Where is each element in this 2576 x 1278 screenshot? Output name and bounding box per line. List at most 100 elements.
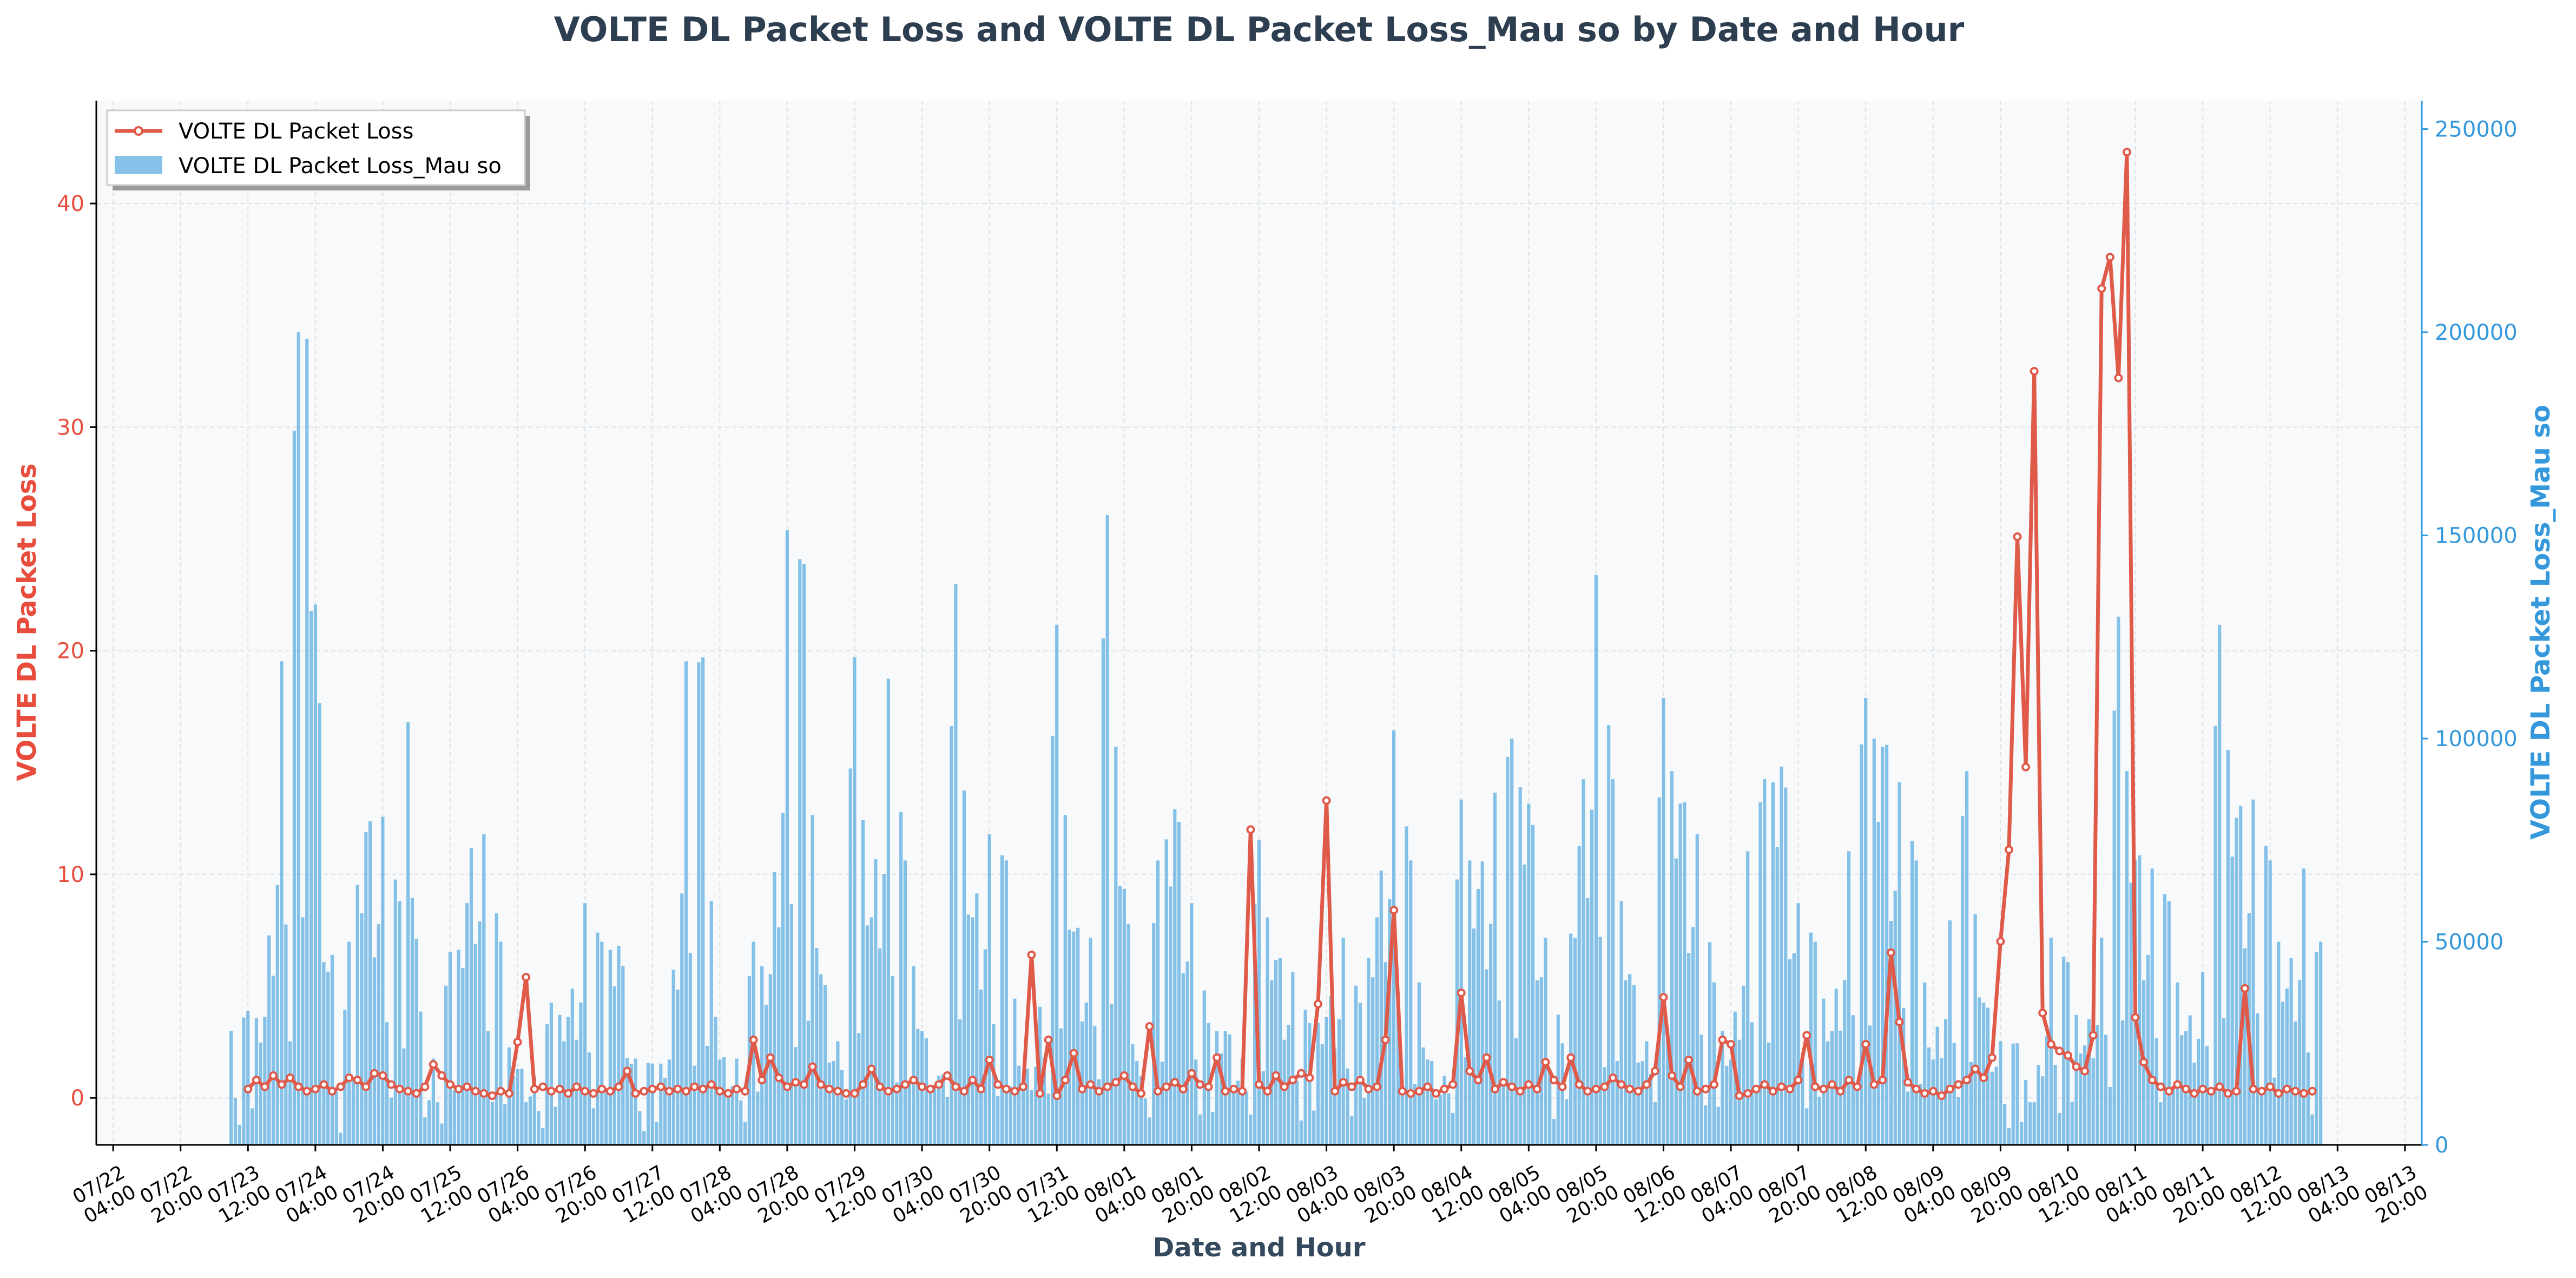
bar xyxy=(1455,879,1459,1145)
line-point xyxy=(1398,1086,1407,1096)
y-right-tick-label: 150000 xyxy=(2435,524,2518,549)
line-point xyxy=(1381,1035,1390,1044)
bar xyxy=(1784,787,1788,1145)
bar xyxy=(444,985,448,1145)
bar xyxy=(1780,766,1783,1145)
line-point xyxy=(522,973,531,981)
bar xyxy=(1055,624,1059,1145)
bar xyxy=(473,944,477,1145)
bar xyxy=(642,1131,646,1145)
line-point xyxy=(1971,1064,1980,1073)
line-point xyxy=(1659,993,1668,1002)
bar xyxy=(1607,725,1611,1145)
line-point xyxy=(1709,1080,1718,1089)
line-point xyxy=(1196,1080,1204,1089)
bar xyxy=(1687,953,1691,1145)
bar xyxy=(364,832,368,1145)
bar xyxy=(1017,1065,1021,1145)
line-point xyxy=(682,1086,691,1096)
line-point xyxy=(1912,1084,1921,1093)
bar xyxy=(1051,735,1055,1145)
bar xyxy=(971,917,974,1145)
legend-box xyxy=(106,109,526,186)
bar xyxy=(667,1059,671,1145)
bar xyxy=(1843,980,1847,1145)
bar xyxy=(1834,989,1838,1145)
bar xyxy=(1636,1062,1640,1145)
bar xyxy=(1615,1061,1619,1145)
y-right-tick-labels: 0 50000 100000 150000 200000 250000 xyxy=(2422,117,2518,1158)
bar xyxy=(907,1081,911,1145)
bar xyxy=(794,1047,798,1145)
line-point xyxy=(2097,284,2106,293)
line-point xyxy=(555,1084,564,1093)
bar xyxy=(701,657,705,1145)
bar xyxy=(2032,1102,2036,1145)
bar xyxy=(646,1063,650,1145)
bar xyxy=(1274,960,1278,1145)
line-point xyxy=(2013,532,2022,541)
bar xyxy=(983,949,987,1145)
line-point xyxy=(673,1084,682,1093)
bar xyxy=(693,1065,696,1145)
line-point xyxy=(286,1073,295,1082)
bar xyxy=(2011,1043,2015,1145)
bar xyxy=(659,1063,663,1145)
bar xyxy=(1552,1119,1556,1145)
bar xyxy=(1817,1096,1821,1145)
bar xyxy=(1674,858,1678,1145)
bar xyxy=(1143,1098,1147,1145)
bar xyxy=(591,1108,595,1145)
bar xyxy=(760,966,764,1145)
line-point xyxy=(1878,1076,1887,1085)
bar xyxy=(781,813,785,1145)
bar xyxy=(583,903,587,1145)
bar xyxy=(2091,1058,2095,1145)
bar xyxy=(697,662,701,1145)
bar xyxy=(865,925,869,1145)
line-point xyxy=(1019,1082,1027,1091)
bar xyxy=(655,1122,658,1145)
bar xyxy=(705,1046,709,1145)
bar xyxy=(764,1004,768,1145)
line-point xyxy=(1373,1082,1381,1091)
bar xyxy=(1076,927,1080,1145)
legend-label-line: VOLTE DL Packet Loss xyxy=(179,119,413,144)
bar xyxy=(1742,985,1745,1145)
bar xyxy=(2108,1087,2112,1145)
bar xyxy=(2117,616,2120,1145)
line-point xyxy=(690,1082,699,1091)
bar xyxy=(1211,1112,1215,1145)
line-point xyxy=(2182,1084,2190,1093)
line-point xyxy=(841,1089,851,1098)
line-point xyxy=(1095,1086,1104,1096)
bar xyxy=(612,986,616,1145)
bar xyxy=(406,722,410,1145)
bar xyxy=(318,703,321,1145)
line-point xyxy=(336,1082,345,1091)
bar xyxy=(1758,802,1762,1145)
line-point xyxy=(395,1084,404,1093)
bar xyxy=(1362,1098,1366,1145)
line-point xyxy=(2257,1086,2267,1096)
bar xyxy=(1177,822,1181,1145)
bar xyxy=(1173,809,1177,1145)
line-point xyxy=(345,1073,354,1082)
line-point xyxy=(1937,1091,1946,1101)
line-point xyxy=(2291,1086,2300,1096)
line-point xyxy=(1718,1035,1727,1044)
line-point xyxy=(1154,1086,1163,1096)
line-point xyxy=(302,1086,312,1096)
bar xyxy=(596,932,599,1145)
bar xyxy=(798,559,802,1145)
bar xyxy=(1295,1081,1299,1145)
bar xyxy=(950,726,953,1145)
bar xyxy=(1405,826,1408,1145)
bar xyxy=(823,985,827,1145)
bar xyxy=(1013,998,1017,1145)
y-left-tick-label: 0 xyxy=(71,1086,84,1111)
bar xyxy=(1236,1081,1240,1145)
bar xyxy=(1754,1091,1758,1145)
line-point xyxy=(530,1084,539,1093)
line-point xyxy=(951,1082,960,1091)
